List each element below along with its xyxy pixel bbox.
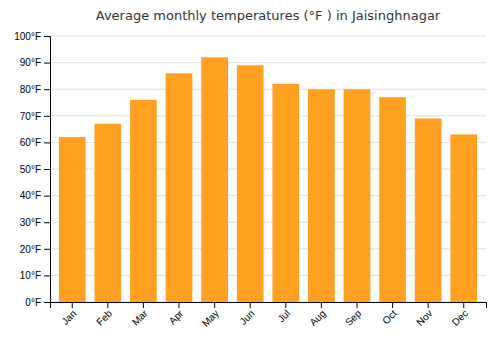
y-tick-label: 40°F [20,190,41,201]
x-tick-mark [285,302,286,308]
x-tick-label: Nov [414,308,434,328]
y-tick-mark [44,196,50,197]
title: Average monthly temperatures (°F ) in Ja… [96,8,441,23]
y-tick-label: 0°F [25,297,41,308]
y-tick-mark [44,275,50,276]
x-tick: Nov [414,302,434,328]
y-axis-line [44,37,51,303]
y-tick: 60°F [20,137,50,148]
grid-line [50,115,486,116]
x-tick-mark [392,302,393,308]
bar [308,89,335,302]
x-tick-mark [214,302,215,308]
x-tick: Jul [275,302,292,324]
y-tick: 80°F [20,84,50,95]
y-tick: 50°F [20,164,50,175]
x-tick: May [200,302,221,329]
bar [201,57,228,302]
x-tick: Mar [130,302,150,328]
bar [166,73,193,302]
y-tick-mark [44,222,50,223]
y-tick: 90°F [20,57,50,68]
bars [59,57,477,302]
bar [94,124,121,302]
x-tick-mark [143,302,144,308]
grid-line [50,36,486,37]
y-tick-label: 70°F [20,111,41,122]
x-tick: Jan [59,302,78,327]
y-tick-label: 10°F [20,270,41,281]
y-tick-mark [44,63,50,64]
bar [237,65,264,302]
x-tick-mark [107,302,108,308]
y-tick-label: 80°F [20,84,41,95]
x-tick-label: Dec [450,308,470,328]
grid-line [50,62,486,63]
bar [272,84,299,302]
x-tick-label: Aug [307,308,327,328]
x-tick-label: May [200,308,221,329]
x-tick-mark [321,302,322,308]
x-tick-mark [72,302,73,308]
x-tick-mark [179,302,180,308]
y-tick-label: 60°F [20,137,41,148]
x-axis-line [51,303,487,309]
y-tick-mark [44,302,50,303]
x-tick-label: Jun [237,308,256,327]
y-tick-mark [44,169,50,170]
x-tick: Apr [167,302,186,326]
x-tick: Sep [343,302,364,328]
bar [130,100,157,302]
y-tick: 0°F [25,297,50,308]
chart: Jan Feb Mar Apr May Jun Jul Aug Sep Oct Nov Dec 0°F 1… [0,0,500,350]
y-tick-label: 100°F [14,31,41,42]
x-tick: Dec [450,302,470,328]
y-tick-label: 50°F [20,164,41,175]
x-tick-label: Sep [343,307,364,328]
y-tick: 10°F [20,270,50,281]
y-tick: 100°F [14,31,50,42]
x-tick-mark [356,302,357,308]
x-tick-label: Mar [130,307,150,327]
y-tick: 30°F [20,217,50,228]
bar [415,118,442,302]
grid [50,36,486,302]
y-tick-mark [44,142,50,143]
y-tick-label: 90°F [20,57,41,68]
x-tick-mark [463,302,464,308]
x-tick-mark [250,302,251,308]
grid-line [50,89,486,90]
y-axis: 0°F 10°F 20°F 30°F 40°F 50°F 60°F 70°F 80°F 90°F 1… [14,31,50,308]
x-tick-label: Jan [59,308,78,327]
x-axis: Jan Feb Mar Apr May Jun Jul Aug Sep Oct Nov Dec [51,302,487,329]
y-tick-mark [44,89,50,90]
x-tick: Aug [307,302,327,328]
plot: Jan Feb Mar Apr May Jun Jul Aug Sep Oct Nov Dec 0°F 1… [14,31,486,329]
x-tick-label: Jul [275,308,292,325]
bar [450,134,477,302]
bar [59,137,86,302]
y-tick: 40°F [20,190,50,201]
bar [379,97,406,302]
y-tick-mark [44,249,50,250]
y-tick: 20°F [20,244,50,255]
y-tick: 70°F [20,111,50,122]
x-tick: Jun [237,302,256,327]
bar [344,89,371,302]
x-tick-label: Feb [94,307,114,327]
x-tick: Feb [94,302,114,328]
x-tick-label: Oct [380,308,399,327]
x-tick-mark [428,302,429,308]
x-tick-label: Apr [167,307,186,326]
y-tick-mark [44,36,50,37]
y-tick-mark [44,116,50,117]
y-tick-label: 20°F [20,244,41,255]
x-tick: Oct [380,302,399,326]
y-tick-label: 30°F [20,217,41,228]
